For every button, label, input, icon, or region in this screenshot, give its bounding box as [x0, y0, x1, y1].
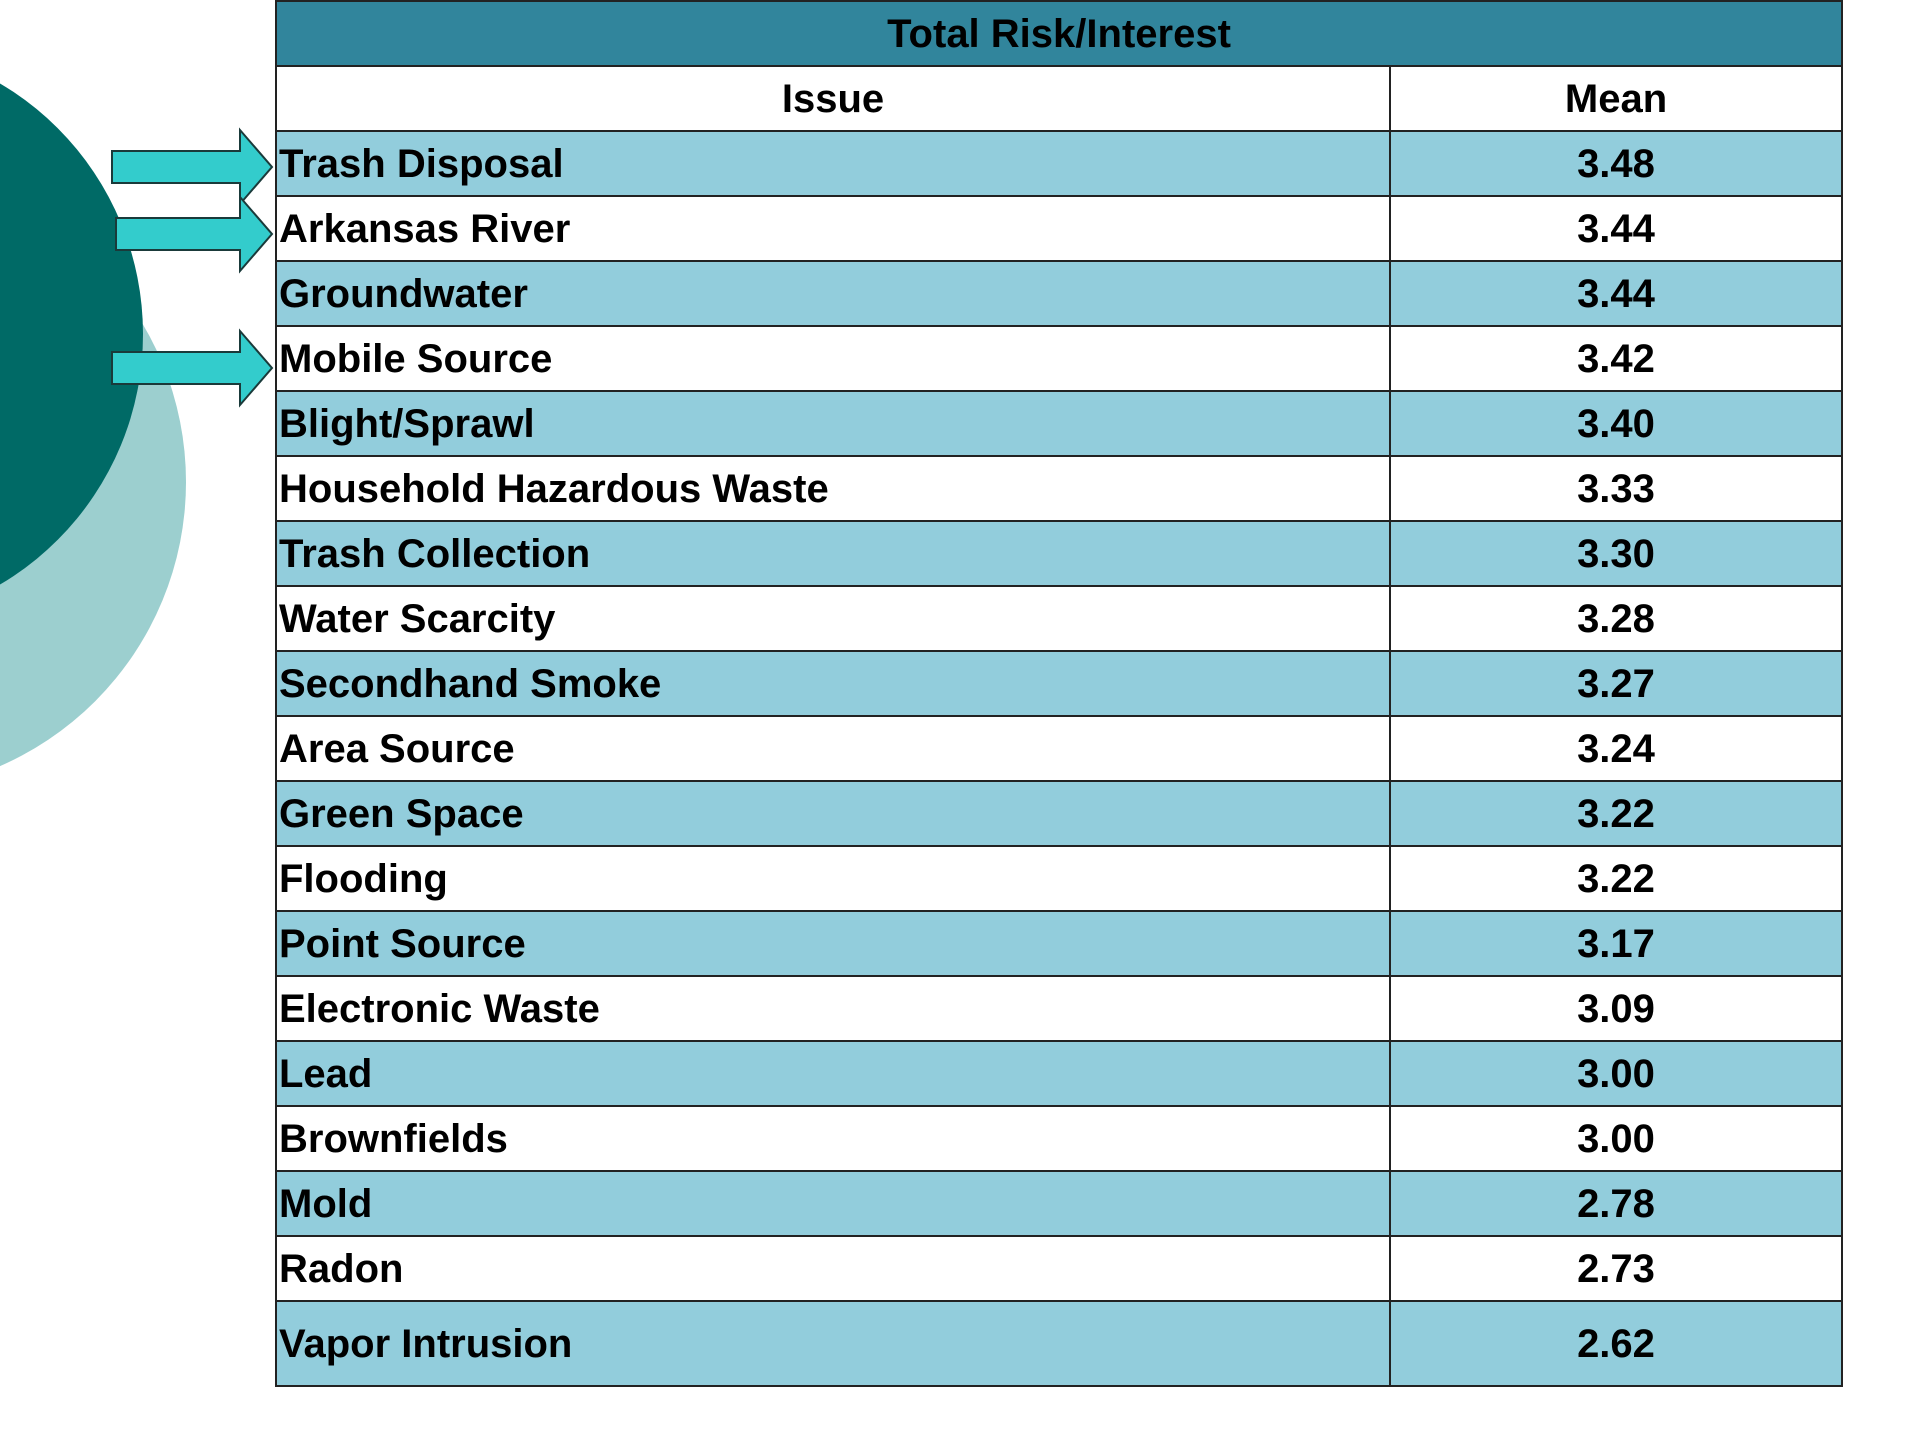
mean-cell: 3.00	[1389, 1105, 1843, 1172]
table-row: Electronic Waste 3.09	[275, 975, 1843, 1042]
table-row: Household Hazardous Waste 3.33	[275, 455, 1843, 522]
issue-cell: Water Scarcity	[275, 585, 1391, 652]
arrow	[111, 127, 274, 207]
mean-cell: 3.24	[1389, 715, 1843, 782]
mean-cell: 3.09	[1389, 975, 1843, 1042]
mean-cell: 3.33	[1389, 455, 1843, 522]
mean-cell: 3.27	[1389, 650, 1843, 717]
title-row: Total Risk/Interest	[275, 0, 1843, 67]
issue-cell: Electronic Waste	[275, 975, 1391, 1042]
issue-cell: Trash Disposal	[275, 130, 1391, 197]
arrow	[111, 328, 274, 408]
header-row: Issue Mean	[275, 65, 1843, 132]
table-row: Radon 2.73	[275, 1235, 1843, 1302]
dark-circle	[0, 83, 143, 585]
mean-cell: 3.44	[1389, 195, 1843, 262]
table-row: Vapor Intrusion 2.62	[275, 1300, 1843, 1387]
table-row: Trash Disposal 3.48	[275, 130, 1843, 197]
table-row: Trash Collection 3.30	[275, 520, 1843, 587]
issue-cell: Brownfields	[275, 1105, 1391, 1172]
issue-cell: Vapor Intrusion	[275, 1300, 1391, 1387]
column-header: Issue	[275, 65, 1391, 132]
table-row: Area Source 3.24	[275, 715, 1843, 782]
issue-cell: Point Source	[275, 910, 1391, 977]
table-row: Point Source 3.17	[275, 910, 1843, 977]
issue-cell: Green Space	[275, 780, 1391, 847]
issue-cell: Area Source	[275, 715, 1391, 782]
mean-cell: 3.28	[1389, 585, 1843, 652]
mean-cell: 3.00	[1389, 1040, 1843, 1107]
table-row: Secondhand Smoke 3.27	[275, 650, 1843, 717]
risk-table: Total Risk/Interest Issue Mean Trash Dis…	[275, 0, 1843, 1387]
table-row: Lead 3.00	[275, 1040, 1843, 1107]
mean-cell: 2.73	[1389, 1235, 1843, 1302]
mean-cell: 3.22	[1389, 845, 1843, 912]
issue-cell: Mold	[275, 1170, 1391, 1237]
table-row: Mobile Source 3.42	[275, 325, 1843, 392]
mean-cell: 3.17	[1389, 910, 1843, 977]
mean-cell: 3.22	[1389, 780, 1843, 847]
issue-cell: Arkansas River	[275, 195, 1391, 262]
issue-cell: Secondhand Smoke	[275, 650, 1391, 717]
issue-cell: Lead	[275, 1040, 1391, 1107]
table-row: Flooding 3.22	[275, 845, 1843, 912]
table-row: Water Scarcity 3.28	[275, 585, 1843, 652]
arrow	[115, 194, 274, 274]
table-title: Total Risk/Interest	[275, 0, 1843, 67]
table-row: Groundwater 3.44	[275, 260, 1843, 327]
mean-cell: 3.42	[1389, 325, 1843, 392]
table-row: Blight/Sprawl 3.40	[275, 390, 1843, 457]
column-header: Mean	[1389, 65, 1843, 132]
issue-cell: Household Hazardous Waste	[275, 455, 1391, 522]
table-row: Brownfields 3.00	[275, 1105, 1843, 1172]
mean-cell: 2.78	[1389, 1170, 1843, 1237]
issue-cell: Groundwater	[275, 260, 1391, 327]
issue-cell: Trash Collection	[275, 520, 1391, 587]
issue-cell: Radon	[275, 1235, 1391, 1302]
table-row: Arkansas River 3.44	[275, 195, 1843, 262]
table-row: Mold 2.78	[275, 1170, 1843, 1237]
mean-cell: 3.48	[1389, 130, 1843, 197]
issue-cell: Flooding	[275, 845, 1391, 912]
mean-cell: 3.30	[1389, 520, 1843, 587]
issue-cell: Mobile Source	[275, 325, 1391, 392]
mean-cell: 3.40	[1389, 390, 1843, 457]
table-row: Green Space 3.22	[275, 780, 1843, 847]
mean-cell: 3.44	[1389, 260, 1843, 327]
mean-cell: 2.62	[1389, 1300, 1843, 1387]
issue-cell: Blight/Sprawl	[275, 390, 1391, 457]
